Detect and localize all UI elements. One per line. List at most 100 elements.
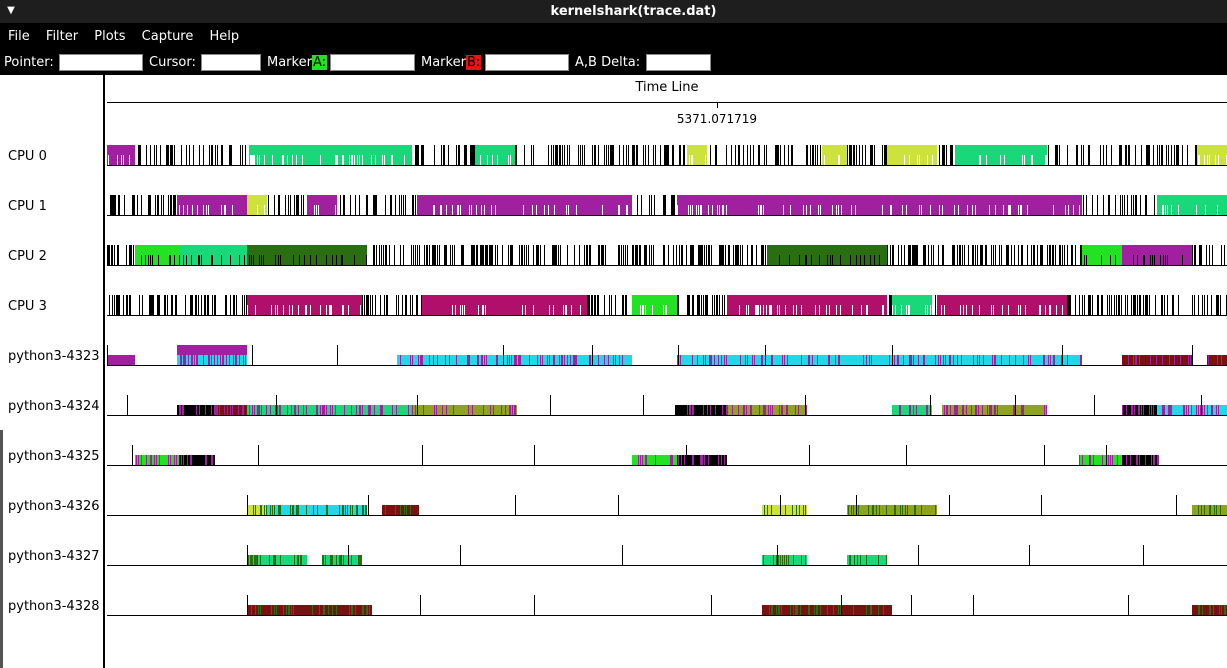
cpu-tick bbox=[495, 245, 496, 265]
cpu-tick bbox=[636, 245, 637, 265]
plot-label-task-4328[interactable]: python3-4328 bbox=[8, 599, 100, 614]
cpu-tick bbox=[589, 295, 590, 315]
cpu-tick bbox=[486, 245, 487, 265]
menu-plots[interactable]: Plots bbox=[94, 29, 126, 44]
plot-row-task-4323[interactable] bbox=[107, 345, 1227, 367]
cpu-overlay-tick bbox=[508, 155, 509, 165]
cpu-tick bbox=[163, 195, 164, 215]
cpu-tick bbox=[684, 145, 685, 165]
cpu-overlay-tick bbox=[357, 155, 358, 165]
plot-label-task-4326[interactable]: python3-4326 bbox=[8, 499, 100, 514]
task-tick-upper bbox=[1209, 605, 1210, 615]
trace-graph[interactable]: Time Line 5371.071719 bbox=[107, 75, 1227, 668]
plot-label-task-4324[interactable]: python3-4324 bbox=[8, 399, 100, 414]
plot-row-task-4325[interactable] bbox=[107, 445, 1227, 467]
task-tick-upper bbox=[909, 355, 910, 365]
cpu-tick bbox=[1146, 195, 1147, 215]
left-edge-scrollbar[interactable] bbox=[0, 430, 3, 668]
plot-label-cpu-1[interactable]: CPU 1 bbox=[8, 199, 47, 214]
cpu-overlay-tick bbox=[801, 305, 802, 315]
task-marker-tick bbox=[906, 445, 907, 465]
cpu-tick bbox=[195, 295, 196, 315]
task-tick-upper bbox=[945, 355, 946, 365]
task-tick-upper bbox=[433, 355, 434, 365]
cpu-tick bbox=[952, 245, 953, 265]
cpu-tick bbox=[925, 245, 926, 265]
cpu-tick bbox=[710, 145, 711, 165]
cpu-overlay-tick bbox=[1162, 205, 1163, 215]
cpu-tick bbox=[411, 245, 412, 265]
cpu-overlay-tick bbox=[1144, 255, 1145, 265]
task-tick-upper bbox=[923, 355, 924, 365]
task-marker-tick bbox=[127, 395, 128, 415]
cpu-overlay-tick bbox=[829, 305, 830, 315]
plot-row-task-4328[interactable] bbox=[107, 595, 1227, 617]
cpu-tick bbox=[410, 295, 411, 315]
plot-baseline-task-4327 bbox=[107, 565, 1227, 566]
task-tick-upper bbox=[1202, 405, 1203, 415]
task-tick-upper bbox=[418, 355, 419, 365]
plot-row-task-4326[interactable] bbox=[107, 495, 1227, 517]
task-tick-upper bbox=[223, 355, 224, 365]
task-tick-upper bbox=[684, 455, 685, 465]
plot-row-cpu-2[interactable] bbox=[107, 245, 1227, 267]
task-marker-tick bbox=[949, 495, 950, 515]
cpu-tick bbox=[164, 295, 165, 315]
cpu-tick bbox=[648, 145, 649, 165]
task-tick-upper bbox=[297, 555, 298, 565]
plot-row-task-4324[interactable] bbox=[107, 395, 1227, 417]
plot-row-cpu-1[interactable] bbox=[107, 195, 1227, 217]
plot-label-task-4325[interactable]: python3-4325 bbox=[8, 449, 100, 464]
menu-help[interactable]: Help bbox=[209, 29, 240, 44]
plot-label-task-4327[interactable]: python3-4327 bbox=[8, 549, 100, 564]
task-tick-upper bbox=[838, 355, 839, 365]
cpu-tick bbox=[533, 145, 534, 165]
task-tick-upper bbox=[330, 555, 331, 565]
cpu-overlay-tick bbox=[460, 305, 461, 315]
cpu-overlay-tick bbox=[927, 305, 928, 315]
task-tick-upper bbox=[608, 355, 609, 365]
cpu-overlay-tick bbox=[799, 255, 800, 265]
task-tick-upper bbox=[199, 405, 200, 415]
task-tick-upper bbox=[316, 405, 317, 415]
task-tick-upper bbox=[897, 355, 898, 365]
cpu-tick bbox=[1007, 245, 1008, 265]
task-tick-upper bbox=[184, 355, 185, 365]
plot-svg-task-4326 bbox=[247, 495, 1227, 515]
task-tick-upper bbox=[769, 605, 770, 615]
task-tick-upper bbox=[883, 605, 884, 615]
plot-label-cpu-3[interactable]: CPU 3 bbox=[8, 299, 47, 314]
menu-filter[interactable]: Filter bbox=[45, 29, 79, 44]
menu-file[interactable]: File bbox=[8, 29, 30, 44]
cpu-tick bbox=[1162, 295, 1163, 315]
task-tick-upper bbox=[759, 405, 760, 415]
task-tick-upper bbox=[242, 405, 243, 415]
cpu-segment bbox=[307, 195, 337, 215]
cpu-overlay-tick bbox=[941, 305, 942, 315]
plot-label-task-4323[interactable]: python3-4323 bbox=[8, 349, 100, 364]
cpu-tick bbox=[609, 295, 610, 315]
cpu-tick bbox=[1204, 295, 1205, 315]
task-tick-upper bbox=[203, 355, 204, 365]
cpu-overlay-tick bbox=[483, 305, 484, 315]
task-marker-tick bbox=[247, 545, 248, 565]
triangle-down-icon[interactable]: ▼ bbox=[7, 5, 15, 16]
plot-label-cpu-2[interactable]: CPU 2 bbox=[8, 249, 47, 264]
cpu-tick bbox=[982, 245, 983, 265]
cpu-overlay-tick bbox=[1160, 255, 1161, 265]
cpu-overlay-tick bbox=[882, 305, 883, 315]
cpu-tick bbox=[1119, 295, 1120, 315]
cpu-tick bbox=[706, 245, 707, 265]
cpu-tick bbox=[618, 245, 619, 265]
plot-row-cpu-0[interactable] bbox=[107, 145, 1227, 167]
cpu-tick bbox=[1049, 245, 1050, 265]
plot-row-task-4327[interactable] bbox=[107, 545, 1227, 567]
plot-label-cpu-0[interactable]: CPU 0 bbox=[8, 149, 47, 164]
task-segment-lower bbox=[177, 345, 247, 355]
cpu-overlay-tick bbox=[942, 205, 943, 215]
task-marker-tick bbox=[132, 445, 133, 465]
cpu-tick bbox=[807, 145, 808, 165]
plot-row-cpu-3[interactable] bbox=[107, 295, 1227, 317]
menu-capture[interactable]: Capture bbox=[141, 29, 194, 44]
task-tick-upper bbox=[255, 505, 256, 515]
